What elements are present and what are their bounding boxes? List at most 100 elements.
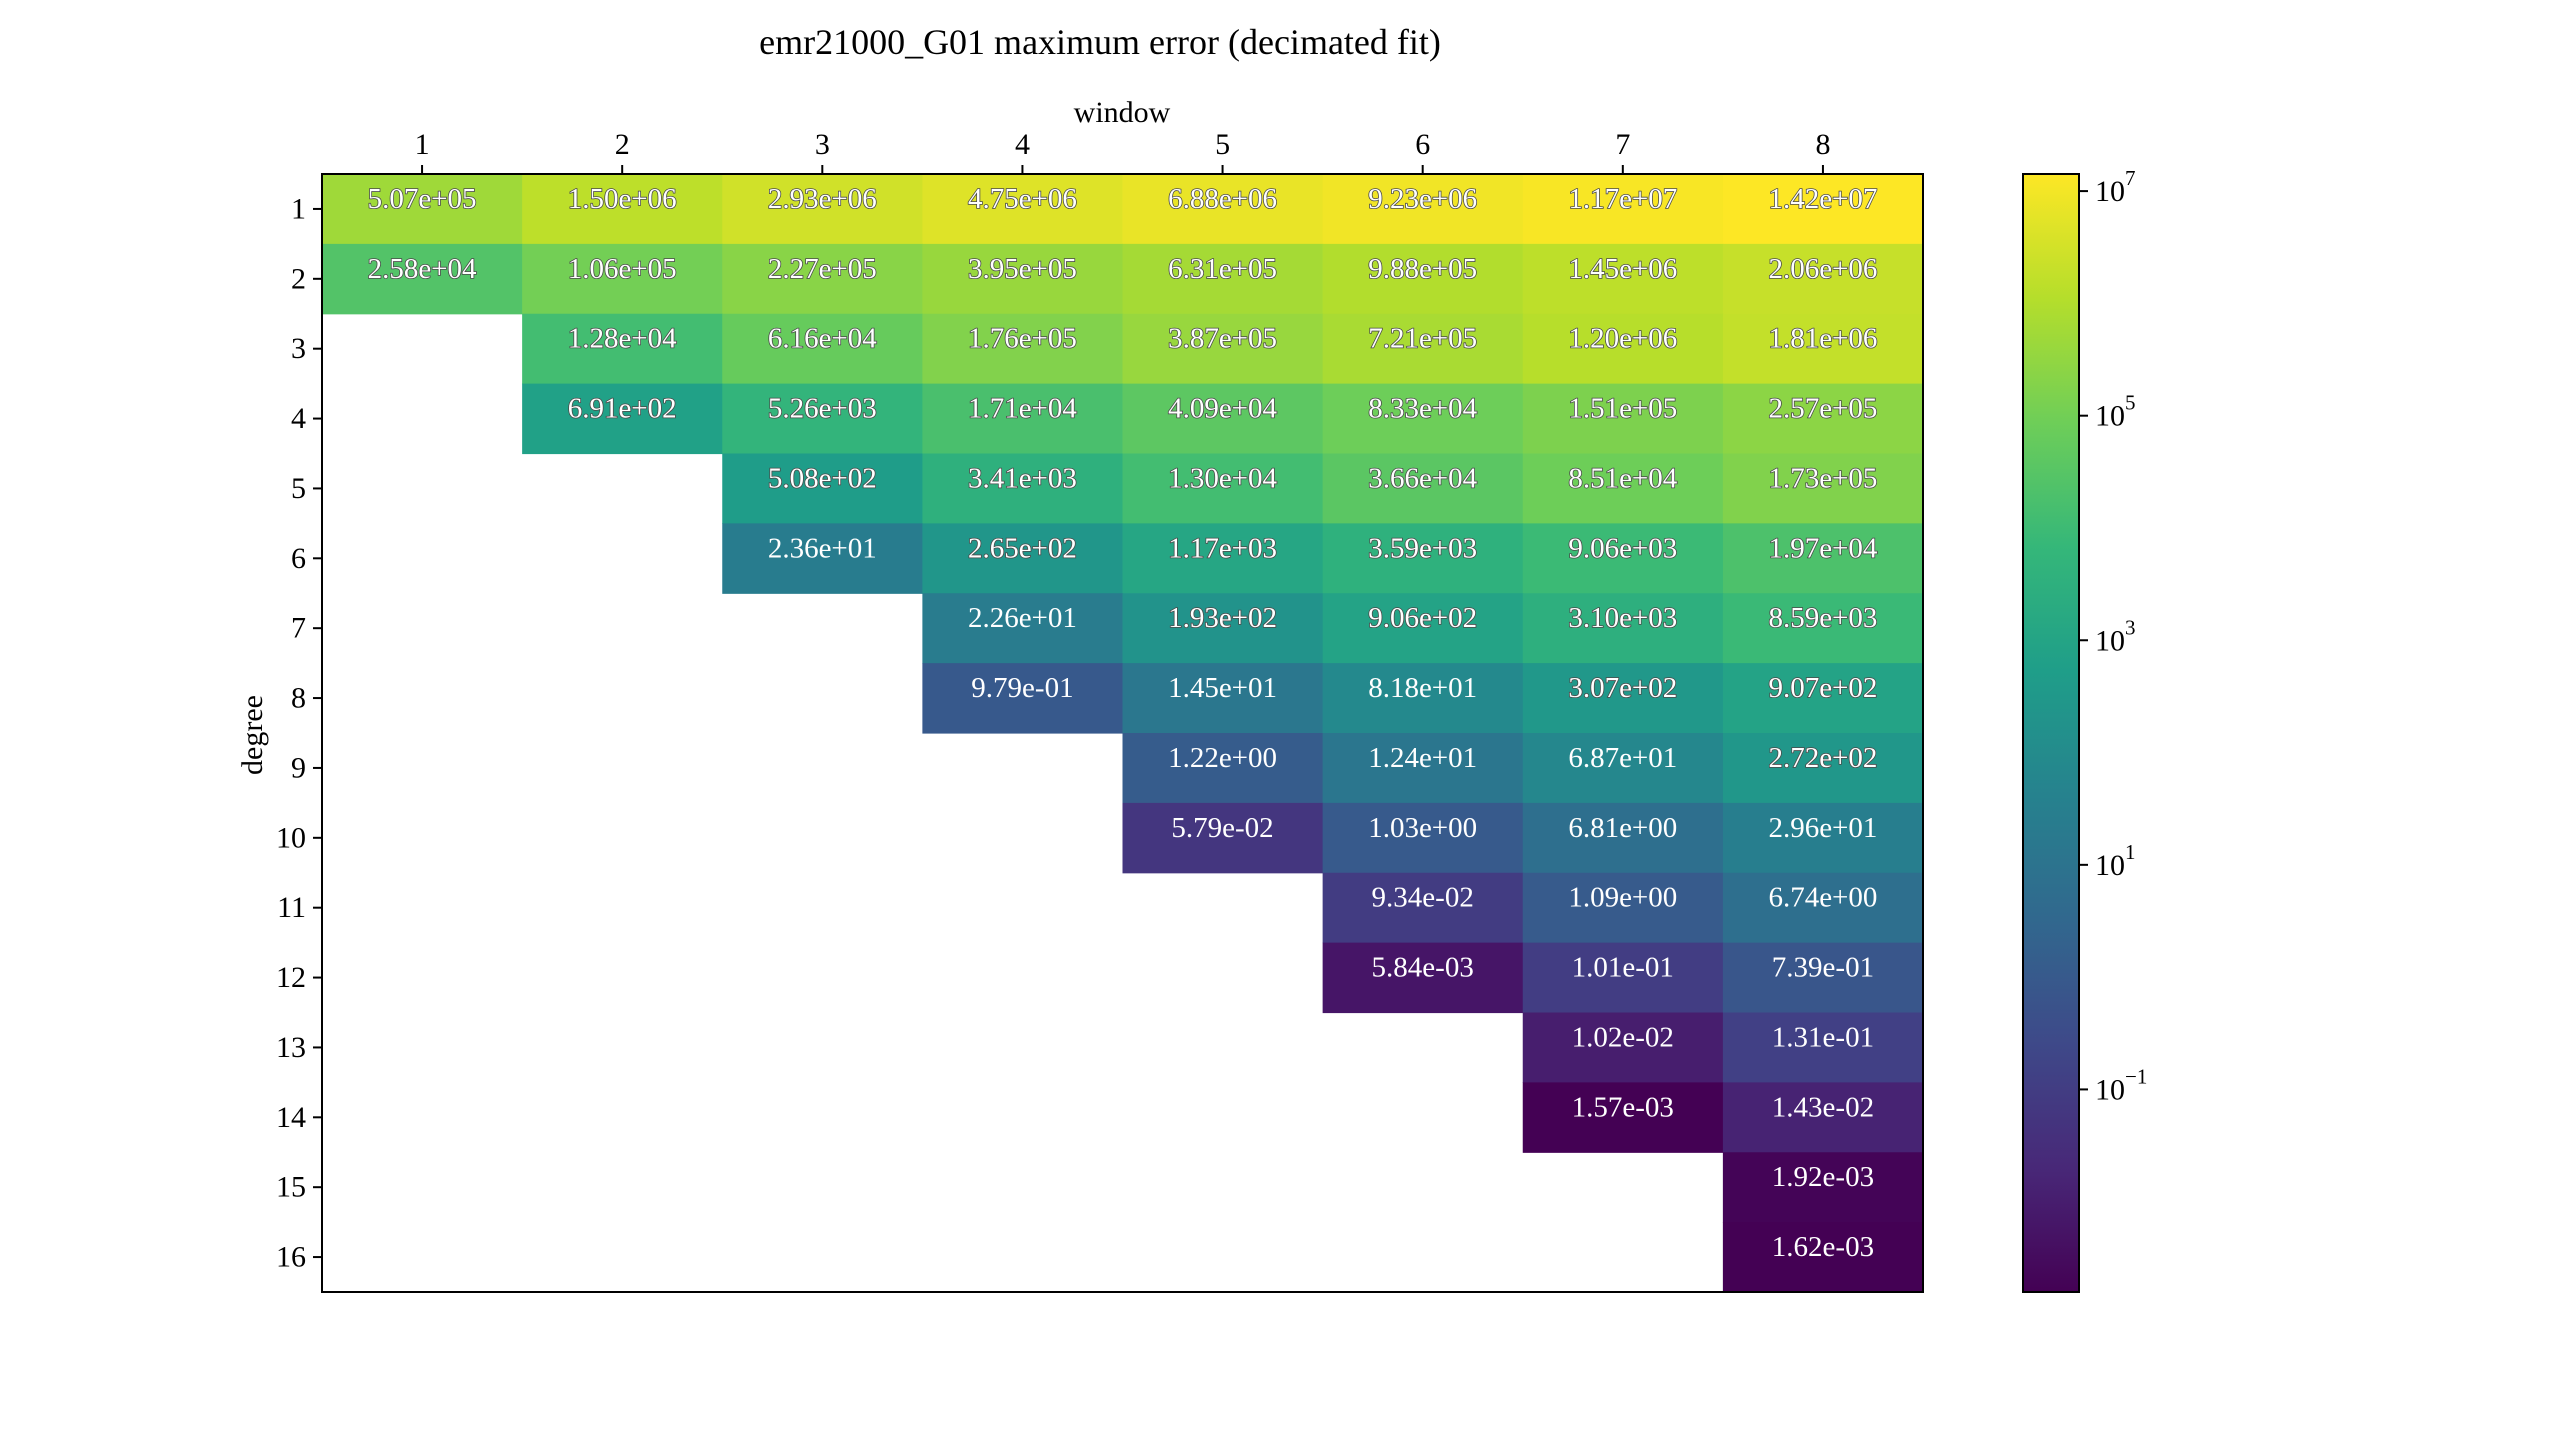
heatmap-cell-label: 6.81e+00	[1568, 812, 1677, 844]
heatmap-cell	[1522, 313, 1724, 385]
heatmap-cell	[1522, 593, 1724, 664]
y-tick-label: 16	[276, 1241, 306, 1274]
heatmap-cell-label: 9.07e+02	[1768, 672, 1877, 704]
x-tick-label: 6	[1415, 128, 1430, 161]
colorbar-tick-label: 103	[2095, 615, 2136, 657]
heatmap-cell-label: 2.06e+06	[1768, 253, 1877, 285]
heatmap-cell	[1322, 802, 1524, 874]
heatmap-cell	[1522, 663, 1724, 734]
heatmap-cell	[1722, 174, 1924, 245]
heatmap-cell	[1322, 313, 1524, 385]
heatmap-cell-labels: 5.07e+05 1.50e+06 2.93e+06 4.75e+06 6.88e+06…	[367, 182, 1879, 1263]
heatmap-cells	[322, 174, 1924, 1293]
heatmap-cell	[1522, 872, 1724, 944]
heatmap-cell-label: 5.08e+02	[768, 462, 877, 494]
heatmap-cell-label: 7.21e+05	[1368, 323, 1477, 355]
heatmap-cell-label: 3.41e+03	[968, 462, 1077, 494]
y-tick-label: 15	[276, 1171, 306, 1204]
x-tick-label: 8	[1815, 128, 1830, 161]
heatmap-cell-label: 1.01e-01	[1572, 952, 1674, 984]
heatmap-cell-label: 1.03e+00	[1368, 812, 1477, 844]
heatmap-cell	[1322, 663, 1524, 734]
heatmap-cell	[1522, 383, 1724, 455]
heatmap-cell	[1722, 523, 1924, 594]
heatmap-cell-label: 2.65e+02	[968, 532, 1077, 564]
heatmap-cell	[722, 174, 923, 245]
heatmap-cell-label: 9.06e+02	[1368, 602, 1477, 634]
heatmap-cell	[522, 313, 723, 385]
heatmap-cell-label: 8.51e+04	[1568, 462, 1677, 494]
heatmap-cell	[1722, 453, 1924, 524]
chart-title: emr21000_G01 maximum error (decimated fi…	[759, 22, 1441, 62]
heatmap-cell-label: 1.17e+07	[1568, 183, 1677, 215]
heatmap-cell-label: 9.23e+06	[1368, 183, 1477, 215]
heatmap-cell-label: 6.87e+01	[1568, 742, 1677, 774]
heatmap-cell-label: 6.74e+00	[1768, 882, 1877, 914]
heatmap-cell	[722, 453, 923, 524]
heatmap-cell-label: 1.57e-03	[1572, 1091, 1674, 1123]
heatmap-cell	[1722, 942, 1924, 1014]
heatmap-cell-label: 1.71e+04	[968, 393, 1077, 425]
heatmap-cell	[1722, 733, 1924, 804]
heatmap-cell-label: 2.36e+01	[768, 532, 877, 564]
heatmap-cell-label: 1.09e+00	[1568, 882, 1677, 914]
x-axis-label: window	[1074, 96, 1171, 129]
heatmap-cell	[1722, 313, 1924, 385]
heatmap-cell-label: 1.24e+01	[1368, 742, 1477, 774]
heatmap-cell	[1322, 243, 1524, 315]
heatmap-cell	[1722, 593, 1924, 664]
heatmap-cell	[922, 383, 1124, 455]
heatmap-cell-label: 3.59e+03	[1368, 532, 1477, 564]
heatmap-cell-label: 1.73e+05	[1768, 462, 1877, 494]
heatmap-cell	[1322, 593, 1524, 664]
heatmap-cell-label: 1.50e+06	[568, 183, 677, 215]
heatmap-cell	[1722, 872, 1924, 944]
colorbar-tick-label: 107	[2095, 166, 2136, 208]
y-axis-label: degree	[236, 695, 269, 775]
y-tick-label: 1	[291, 192, 306, 225]
heatmap-cell	[722, 383, 923, 455]
heatmap-cell	[722, 523, 923, 594]
x-tick-label: 5	[1215, 128, 1230, 161]
y-tick-label: 12	[276, 961, 306, 994]
heatmap-cell	[322, 174, 523, 245]
heatmap-cell	[1722, 1152, 1924, 1223]
heatmap-cell-label: 2.96e+01	[1768, 812, 1877, 844]
heatmap-cell-label: 9.06e+03	[1568, 532, 1677, 564]
x-tick-label: 1	[415, 128, 430, 161]
colorbar	[2022, 173, 2080, 1293]
heatmap-cell-label: 4.09e+04	[1168, 393, 1277, 425]
heatmap-cell-label: 1.45e+06	[1568, 253, 1677, 285]
y-tick-label: 4	[291, 402, 306, 435]
heatmap-cell-label: 1.28e+04	[568, 323, 677, 355]
heatmap-cell-label: 8.18e+01	[1368, 672, 1477, 704]
heatmap-cell	[1322, 523, 1524, 594]
heatmap-cell	[922, 453, 1124, 524]
heatmap-cell-label: 1.93e+02	[1168, 602, 1277, 634]
heatmap-cell	[1522, 1012, 1724, 1083]
heatmap-cell	[1122, 663, 1324, 734]
heatmap-cell	[1122, 383, 1324, 455]
heatmap-cell-label: 1.97e+04	[1768, 532, 1877, 564]
heatmap-cell	[1522, 733, 1724, 804]
heatmap-cell-label: 1.43e-02	[1772, 1091, 1874, 1123]
y-tick-label: 6	[291, 542, 306, 575]
heatmap-cell	[1522, 802, 1724, 874]
heatmap-cell-label: 9.79e-01	[971, 672, 1073, 704]
x-axis-ticks: 1 2 3 4 5 6 7 8	[415, 128, 1830, 174]
heatmap-cell-label: 2.72e+02	[1768, 742, 1877, 774]
heatmap-cell-label: 6.88e+06	[1168, 183, 1277, 215]
heatmap-cell-label: 2.93e+06	[768, 183, 877, 215]
heatmap-cell	[1322, 383, 1524, 455]
heatmap-cell-label: 1.51e+05	[1568, 393, 1677, 425]
y-tick-label: 13	[276, 1031, 306, 1064]
heatmap-cell-label: 1.17e+03	[1168, 532, 1277, 564]
heatmap-cell-label: 1.62e-03	[1772, 1231, 1874, 1263]
heatmap-cell-label: 1.06e+05	[568, 253, 677, 285]
colorbar-tick-label: 105	[2095, 391, 2136, 433]
heatmap-cell	[922, 523, 1124, 594]
heatmap-cell	[1722, 383, 1924, 455]
